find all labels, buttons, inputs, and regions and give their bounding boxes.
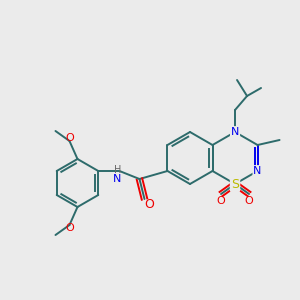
Text: N: N <box>231 127 239 137</box>
Text: N: N <box>231 127 239 137</box>
Text: N: N <box>254 166 262 176</box>
Text: O: O <box>245 196 254 206</box>
Text: H: H <box>114 165 121 175</box>
Text: O: O <box>217 196 225 206</box>
Text: O: O <box>145 199 154 212</box>
Text: S: S <box>231 178 239 190</box>
Text: O: O <box>65 223 74 233</box>
Text: O: O <box>65 133 74 143</box>
Text: S: S <box>231 178 239 190</box>
Text: N: N <box>254 166 262 176</box>
Text: N: N <box>113 174 122 184</box>
